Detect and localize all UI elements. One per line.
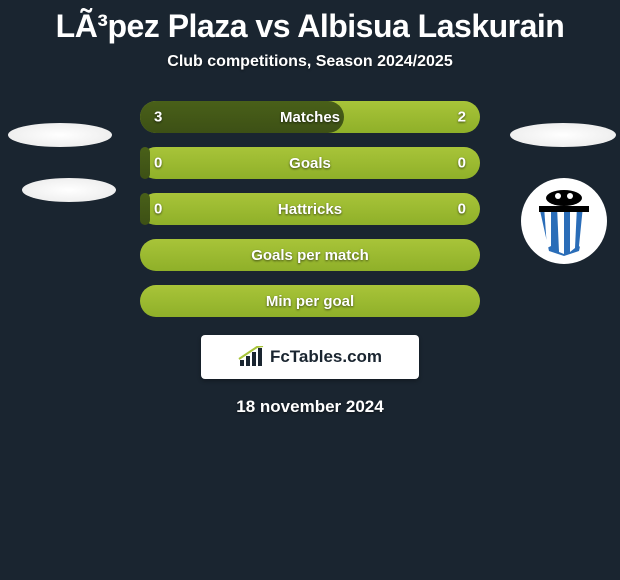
stat-label: Hattricks xyxy=(278,201,342,218)
stat-left-value: 3 xyxy=(154,109,162,126)
stat-bar-matches: 3 Matches 2 xyxy=(140,101,480,133)
stat-label: Goals xyxy=(289,155,331,172)
stat-bar-min-per-goal: Min per goal xyxy=(140,285,480,317)
player-badge-left-2 xyxy=(22,178,116,202)
date-label: 18 november 2024 xyxy=(0,397,620,417)
stat-bar-hattricks: 0 Hattricks 0 xyxy=(140,193,480,225)
stat-right-value: 0 xyxy=(458,155,466,172)
page-title: LÃ³pez Plaza vs Albisua Laskurain xyxy=(0,8,620,45)
player-badge-right-1 xyxy=(510,123,616,147)
club-badge-icon xyxy=(521,178,607,264)
fctables-label: FcTables.com xyxy=(270,347,382,367)
stat-left-value: 0 xyxy=(154,201,162,218)
bar-chart-icon xyxy=(238,346,264,368)
stat-left-value: 0 xyxy=(154,155,162,172)
stat-label: Matches xyxy=(280,109,340,126)
subtitle: Club competitions, Season 2024/2025 xyxy=(0,53,620,71)
fctables-attribution: FcTables.com xyxy=(201,335,419,379)
stats-container: 3 Matches 2 0 Goals 0 0 Hattricks 0 Goal… xyxy=(140,101,480,317)
stat-label: Min per goal xyxy=(266,293,354,310)
stat-label: Goals per match xyxy=(251,247,369,264)
stat-right-value: 2 xyxy=(458,109,466,126)
stat-bar-goals-per-match: Goals per match xyxy=(140,239,480,271)
stat-right-value: 0 xyxy=(458,201,466,218)
player-badge-left-1 xyxy=(8,123,112,147)
stat-bar-goals: 0 Goals 0 xyxy=(140,147,480,179)
